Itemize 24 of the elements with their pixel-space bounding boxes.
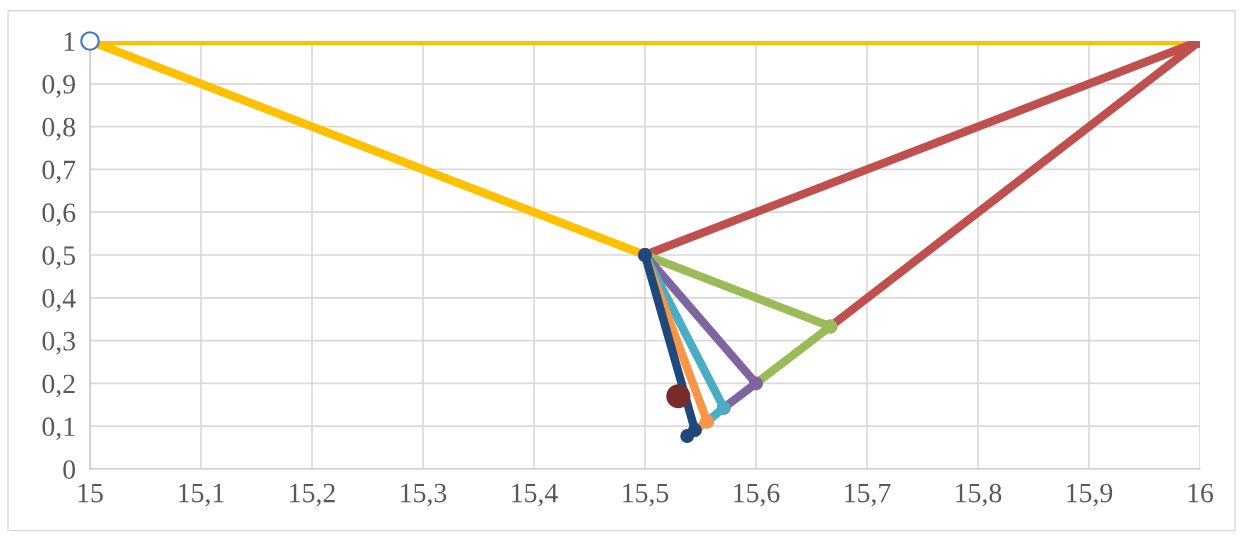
y-tick-label: 0,9	[42, 74, 75, 98]
y-tick-label: 0	[63, 460, 76, 479]
y-tick-label: 0,6	[42, 203, 76, 227]
x-tick-label: 15,1	[179, 483, 224, 507]
x-tick-label: 15,5	[623, 483, 669, 507]
y-tick-label: 0,8	[42, 117, 76, 141]
y-tick-label: 0,7	[42, 160, 76, 184]
y-tick-label: 0,2	[42, 374, 75, 398]
point	[680, 429, 695, 443]
y-tick-label: 1	[64, 32, 75, 51]
point	[80, 31, 100, 51]
x-tick-label: 15,9	[1067, 483, 1113, 507]
x-tick-label: 15,7	[845, 483, 891, 507]
x-tick-label: 15	[78, 483, 103, 503]
y-tick-label: 0,4	[42, 288, 76, 312]
x-tick-label: 15,6	[734, 483, 780, 507]
x-tick-label: 16	[1188, 483, 1214, 503]
y-tick-label: 0,3	[42, 331, 76, 355]
y-tick-label: 0,5	[42, 246, 76, 269]
x-tick-label: 15,8	[956, 483, 1002, 507]
y-tick-label: 0,1	[42, 417, 75, 441]
x-tick-label: 15,2	[290, 483, 335, 507]
x-tick-label: 15,4	[512, 483, 558, 507]
x-tick-label: 15,3	[401, 483, 447, 507]
